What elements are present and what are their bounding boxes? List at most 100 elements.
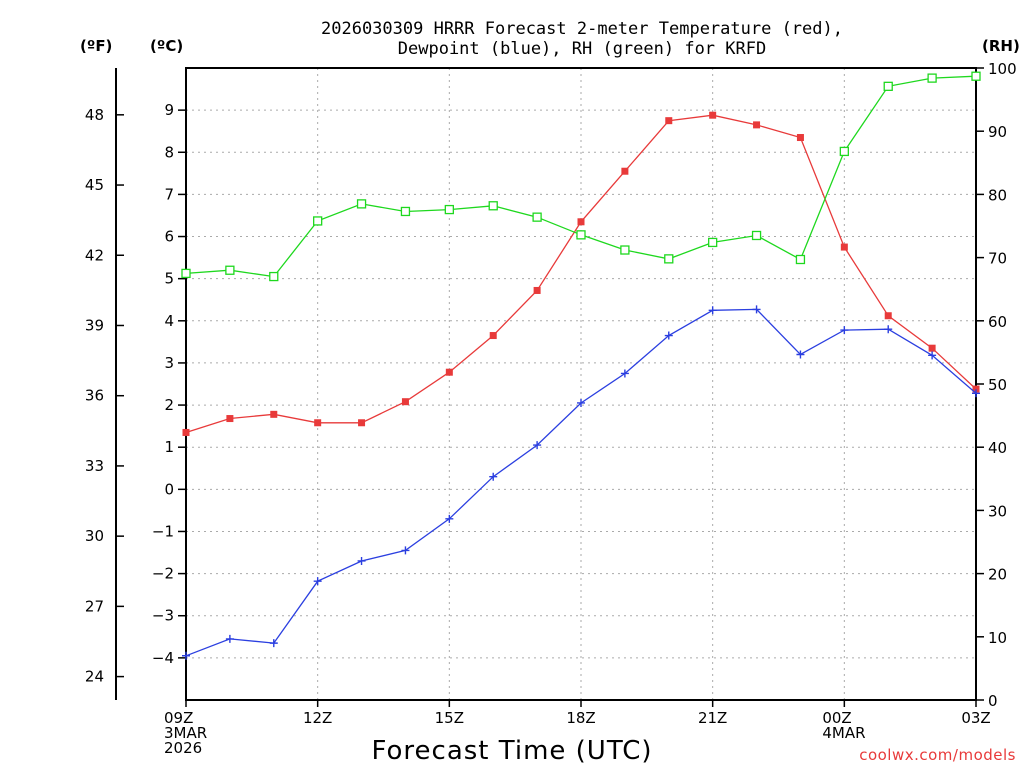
dewpoint-point: [972, 389, 980, 398]
credit-text: coolwx.com/models: [859, 746, 1016, 764]
celsius-tick-label: −4: [152, 649, 174, 667]
dewpoint-point: [664, 331, 673, 340]
temperature-point: [928, 344, 936, 352]
temperature-point: [314, 419, 322, 427]
temperature-point: [445, 368, 453, 376]
dewpoint-point: [357, 556, 366, 565]
rh-point: [795, 254, 806, 265]
dewpoint-point: [884, 325, 893, 334]
dewpoint-point: [269, 639, 278, 648]
temperature-point: [709, 111, 717, 119]
temperature-point: [358, 419, 366, 427]
celsius-tick-label: −1: [152, 522, 174, 540]
data-series: [181, 71, 981, 660]
fahrenheit-tick-label: 36: [85, 387, 104, 405]
rh-tick-label: 90: [988, 123, 1007, 141]
rh-tick-label: 60: [988, 313, 1007, 331]
temperature-point: [401, 398, 409, 406]
temperature-point: [796, 134, 804, 142]
fahrenheit-unit-label: (ºF): [80, 37, 112, 55]
celsius-tick-label: −3: [152, 607, 174, 625]
temperature-point: [972, 385, 980, 393]
rh-point: [751, 230, 762, 241]
celsius-tick-label: 2: [164, 396, 174, 414]
fahrenheit-tick-label: 42: [85, 246, 104, 264]
rh-point: [313, 216, 323, 226]
fahrenheit-tick-label: 33: [85, 457, 104, 475]
celsius-tick-label: 6: [164, 228, 174, 246]
rh-tick-label: 10: [988, 629, 1007, 647]
fahrenheit-tick-label: 30: [85, 527, 104, 545]
temperature-point: [226, 415, 234, 423]
dewpoint-point: [620, 369, 629, 378]
rh-tick-label: 50: [988, 376, 1007, 394]
dewpoint-point: [708, 306, 717, 315]
rh-point: [225, 265, 235, 275]
celsius-tick-label: 0: [164, 480, 174, 498]
fahrenheit-tick-label: 27: [85, 597, 104, 615]
rh-point: [356, 199, 367, 209]
rh-tick-label: 30: [988, 502, 1007, 520]
dewpoint-point: [840, 326, 849, 335]
dewpoint-point: [313, 577, 322, 586]
celsius-tick-label: 4: [164, 312, 174, 330]
temperature-point: [665, 117, 673, 125]
rh-point: [400, 206, 411, 217]
rh-point: [971, 71, 981, 81]
time-tick-label: 18Z: [566, 709, 595, 727]
rh-tick-label: 80: [988, 186, 1007, 204]
rh-tick-label: 0: [988, 692, 998, 710]
dewpoint-point: [577, 398, 585, 407]
time-tick-label: 15Z: [435, 709, 464, 727]
fahrenheit-tick-label: 39: [85, 316, 104, 334]
rh-point: [839, 146, 849, 157]
rh-point: [576, 230, 586, 240]
celsius-axis-ticks: −4 −3 −2 −1 0 1 2 3 4 5 6 7 8 9: [152, 101, 186, 667]
rh-point: [664, 254, 674, 264]
rh-point: [532, 212, 542, 222]
celsius-tick-label: 1: [164, 438, 174, 456]
celsius-tick-label: 9: [164, 101, 174, 119]
rh-tick-label: 70: [988, 250, 1007, 268]
dewpoint-point: [796, 350, 805, 359]
temperature-point: [577, 218, 585, 226]
dewpoint-point: [533, 441, 542, 450]
celsius-unit-label: (ºC): [150, 37, 183, 55]
time-tick-label: 2026: [164, 739, 202, 757]
rh-tick-label: 20: [988, 566, 1007, 584]
rh-point: [708, 237, 718, 248]
temperature-point: [489, 332, 497, 340]
time-tick-label: 03Z: [961, 709, 990, 727]
rh-point: [927, 73, 937, 83]
fahrenheit-tick-label: 45: [85, 176, 104, 194]
dewpoint-point: [928, 351, 937, 360]
rh-tick-label: 40: [988, 439, 1007, 457]
time-tick-label: 21Z: [698, 709, 727, 727]
dewpoint-point: [182, 651, 190, 660]
rh-unit-label: (RH): [982, 37, 1020, 55]
rh-point: [620, 245, 630, 255]
dewpoint-point: [489, 472, 498, 481]
temperature-point: [182, 428, 190, 436]
grid-lines: [186, 68, 976, 700]
dewpoint-point: [752, 305, 761, 314]
temperature-point: [753, 121, 761, 129]
dewpoint-point: [445, 514, 454, 523]
rh-tick-label: 100: [988, 60, 1017, 78]
temperature-point: [533, 286, 541, 294]
rh-point: [444, 204, 454, 215]
time-tick-label: 09Z: [164, 709, 193, 727]
celsius-tick-label: 7: [164, 185, 174, 203]
time-tick-label: 3MAR: [164, 724, 207, 742]
temperature-point: [621, 167, 629, 175]
dewpoint-point: [225, 634, 234, 643]
temperature-point: [270, 410, 278, 418]
celsius-tick-label: 3: [164, 354, 174, 372]
dewpoint-point: [401, 546, 410, 555]
rh-point: [883, 81, 893, 91]
time-tick-label: 12Z: [303, 709, 332, 727]
rh-point: [269, 271, 279, 282]
fahrenheit-axis-ticks: 24 27 30 33 36 39 42 45 48: [85, 106, 124, 686]
celsius-tick-label: 8: [164, 143, 174, 161]
